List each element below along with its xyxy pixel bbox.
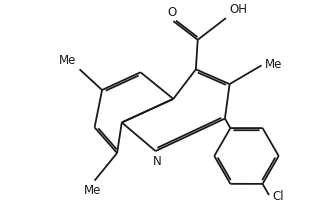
Text: Me: Me — [265, 58, 282, 71]
Text: Cl: Cl — [273, 190, 284, 203]
Text: OH: OH — [229, 3, 247, 16]
Text: Me: Me — [59, 54, 77, 67]
Text: Me: Me — [84, 184, 102, 197]
Text: N: N — [153, 155, 162, 168]
Text: O: O — [167, 6, 177, 19]
